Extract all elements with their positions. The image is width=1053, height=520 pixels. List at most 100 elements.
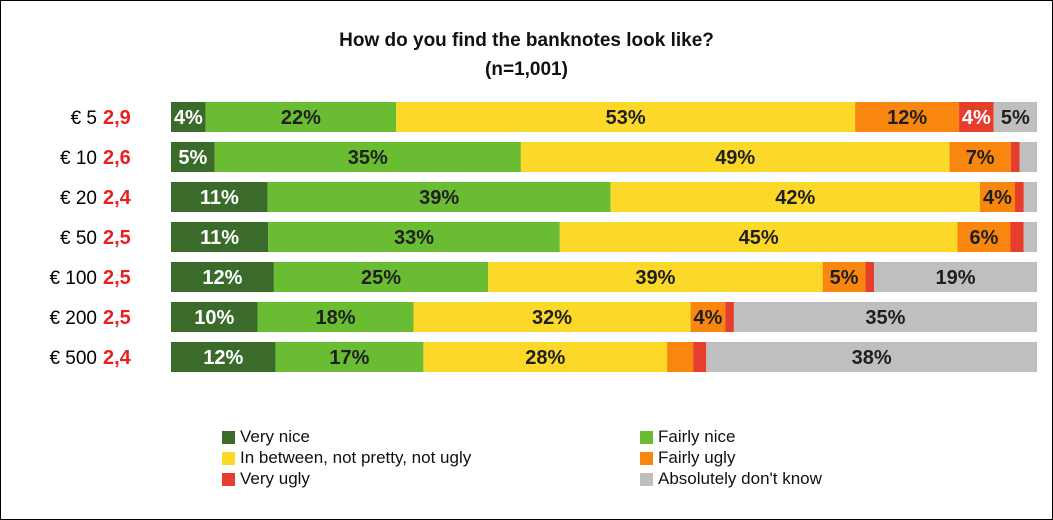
bar-segment — [957, 222, 1011, 252]
bar-segment — [267, 182, 611, 212]
legend-item: Very ugly — [222, 469, 310, 489]
bar-segment — [257, 302, 414, 332]
legend-item: In between, not pretty, not ugly — [222, 448, 471, 468]
score-label: 2,4 — [103, 187, 132, 209]
data-label: 5% — [830, 267, 859, 289]
legend-item: Very nice — [222, 427, 310, 447]
category-label: € 10 — [60, 148, 97, 169]
legend-swatch — [222, 472, 235, 486]
data-label: 11% — [200, 227, 239, 249]
category-label: € 20 — [60, 188, 97, 209]
data-label: 39% — [419, 187, 459, 209]
legend-label: Absolutely don't know — [658, 469, 822, 488]
bar-segment — [1015, 182, 1024, 212]
bar-segment — [423, 342, 668, 372]
bar-segment — [855, 102, 960, 132]
bar-segment — [1023, 222, 1037, 252]
bar-segment — [690, 302, 726, 332]
legend-item: Absolutely don't know — [640, 469, 822, 489]
data-label: 4% — [983, 187, 1012, 209]
score-label: 2,5 — [103, 307, 131, 329]
legend-swatch — [640, 430, 653, 444]
bar-segment — [396, 102, 856, 132]
bar-segment — [979, 182, 1016, 212]
bar-segment — [667, 342, 694, 372]
legend-label: Fairly ugly — [658, 448, 736, 467]
data-label: 25% — [361, 267, 401, 289]
data-label: 17% — [329, 347, 369, 369]
bar-segment — [171, 102, 206, 132]
legend-swatch — [640, 451, 653, 465]
bar-chart: € 5 2,9 4% 22% 53% 12% 4% 5% € 10 2,6 5% 35% 49% 7% € … — [49, 102, 1037, 372]
score-label: 2,5 — [103, 227, 131, 249]
legend-label: In between, not pretty, not ugly — [240, 448, 472, 467]
legend-item: Fairly ugly — [640, 448, 735, 468]
data-label: 35% — [348, 147, 388, 169]
legend-swatch — [222, 451, 235, 465]
bar-segment — [1019, 142, 1037, 172]
data-label: 12% — [887, 107, 927, 129]
legend-label: Very ugly — [240, 469, 310, 488]
bar-segment — [1010, 222, 1024, 252]
subtitle-text: (n=1,001) — [485, 59, 568, 80]
bar-segment — [1023, 182, 1037, 212]
bar-segment — [693, 342, 707, 372]
category-label: € 50 — [60, 228, 97, 249]
bar-segment — [214, 142, 521, 172]
data-label: 18% — [316, 307, 356, 329]
bar-segment — [949, 142, 1011, 172]
bar-segment — [520, 142, 950, 172]
data-label: 11% — [200, 187, 239, 209]
bar-segment — [171, 222, 269, 252]
data-label: 32% — [532, 307, 572, 329]
data-label: 5% — [178, 147, 207, 169]
data-label: 45% — [739, 227, 779, 249]
bar-segment — [559, 222, 958, 252]
score-label: 2,5 — [103, 267, 131, 289]
data-label: 6% — [970, 227, 999, 249]
category-label: € 5 — [71, 108, 97, 129]
bar-segment — [171, 302, 258, 332]
bar-segment — [865, 262, 875, 292]
bar-segment — [959, 102, 994, 132]
category-label: € 200 — [49, 308, 97, 329]
data-label: 10% — [194, 307, 234, 329]
chart-title: How do you find the banknotes look like?… — [0, 26, 1053, 84]
bar-segment — [822, 262, 866, 292]
data-label: 12% — [203, 347, 243, 369]
category-label: € 100 — [49, 268, 97, 289]
bar-segment — [268, 222, 560, 252]
data-label: 42% — [775, 187, 815, 209]
score-label: 2,4 — [103, 347, 132, 369]
data-label: 19% — [936, 267, 976, 289]
bar-segment — [725, 302, 734, 332]
bar-segment — [275, 342, 424, 372]
data-label: 28% — [525, 347, 565, 369]
bar-segment — [205, 102, 397, 132]
bar-segment — [273, 262, 489, 292]
category-label: € 500 — [49, 348, 97, 369]
title-text: How do you find the banknotes look like? — [339, 30, 714, 51]
bar-segment — [413, 302, 691, 332]
data-label: 4% — [174, 107, 203, 129]
legend-item: Fairly nice — [640, 427, 735, 447]
bar-segment — [171, 142, 215, 172]
bar-segment — [706, 342, 1037, 372]
data-label: 53% — [606, 107, 646, 129]
bar-segment — [993, 102, 1037, 132]
bar-segment — [733, 302, 1037, 332]
data-label: 35% — [865, 307, 905, 329]
score-label: 2,9 — [103, 107, 131, 129]
bar-segment — [171, 262, 274, 292]
bar-segment — [874, 262, 1037, 292]
data-label: 39% — [635, 267, 675, 289]
legend-label: Fairly nice — [658, 427, 736, 446]
bar-segment — [171, 182, 268, 212]
score-label: 2,6 — [103, 147, 131, 169]
legend-label: Very nice — [240, 427, 310, 446]
bar-segment — [488, 262, 823, 292]
bar-segment — [171, 342, 276, 372]
data-label: 4% — [693, 307, 722, 329]
data-label: 38% — [852, 347, 892, 369]
